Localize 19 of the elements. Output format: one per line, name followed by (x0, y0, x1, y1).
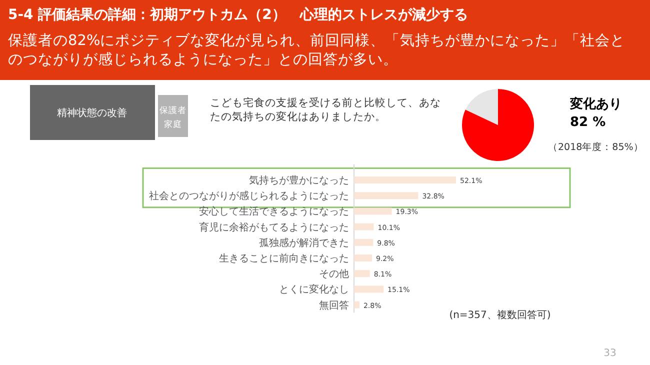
annotation: (n=357、複数回答可) (449, 309, 551, 321)
y-tick-label: その他 (319, 268, 349, 280)
text: こども宅食の支援を受ける前と比較して、あなたの気持ちの変化はありましたか。 (210, 96, 441, 123)
text: （2018年度：85%） (548, 141, 644, 153)
y-tick-label: 孤独感が解消できた (259, 236, 349, 249)
data-label: 82 % (570, 115, 606, 130)
y-tick-label: 無回答 (319, 299, 349, 312)
y-tick-label: 気持ちが豊かになった (249, 174, 349, 186)
y-tick-label: 生きることに前向きになった (219, 252, 349, 264)
y-tick-label: 社会とのつながりが感じられるようになった (149, 190, 349, 202)
y-tick-label: 育児に余裕がもてるようになった (199, 221, 349, 234)
y-tick-label: とくに変化なし (279, 284, 349, 296)
text: 保護者家庭 (160, 105, 186, 130)
y-tick-label: 安心して生活できるようになった (199, 206, 349, 218)
text: 5-4 評価結果の詳細：初期アウトカム（2） 心理的ストレスが減少する (8, 6, 468, 23)
text: 33 (604, 348, 616, 359)
text: 保護者の82%にポジティブな変化が見られ、前回同様、「気持ちが豊かになった」「社会とのつながりが感じられるようになった」との回答が多い。 (8, 32, 626, 68)
text: 精神状態の改善 (57, 107, 127, 119)
slice-label: 変化あり (569, 96, 622, 112)
